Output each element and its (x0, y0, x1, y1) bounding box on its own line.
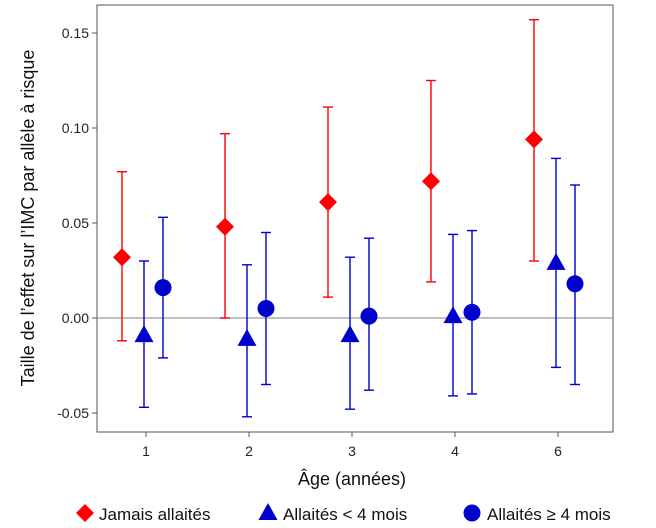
data-point-circle (566, 275, 584, 293)
legend-item: Allaités < 4 mois (258, 503, 407, 524)
plot-area (96, 4, 614, 433)
data-point-circle (257, 300, 275, 317)
legend-marker-diamond (76, 504, 94, 522)
y-axis-label: Taille de l’effet sur l’IMC par allèle à… (18, 50, 38, 387)
data-point-diamond (216, 217, 234, 236)
data-point-circle (463, 303, 481, 321)
legend-label: Jamais allaités (99, 505, 211, 524)
data-point-triangle (134, 325, 154, 343)
legend-marker-triangle (258, 503, 278, 520)
x-tick-label: 1 (142, 443, 150, 459)
series-diamond (113, 19, 543, 342)
data-point-diamond (113, 248, 131, 267)
x-tick-label: 6 (554, 443, 562, 459)
x-tick-label: 3 (348, 443, 356, 459)
x-axis-label: Âge (années) (298, 469, 406, 489)
data-point-diamond (319, 193, 337, 212)
y-tick-label: -0.05 (57, 405, 89, 421)
series-circle (154, 184, 584, 395)
y-tick-label: 0.10 (62, 120, 89, 136)
data-point-diamond (422, 172, 440, 191)
x-tick-label: 4 (451, 443, 459, 459)
legend-label: Allaités ≥ 4 mois (487, 505, 611, 524)
data-point-circle (360, 307, 378, 325)
data-point-circle (154, 279, 172, 297)
legend-item: Jamais allaités (76, 504, 211, 524)
y-tick-label: 0.00 (62, 310, 89, 326)
data-point-triangle (546, 252, 566, 270)
series-triangle (134, 157, 566, 418)
legend-item: Allaités ≥ 4 mois (463, 504, 611, 524)
data-point-triangle (340, 325, 360, 343)
data-point-triangle (237, 328, 257, 346)
x-tick-label: 2 (245, 443, 253, 459)
data-point-triangle (443, 306, 463, 324)
legend-marker-circle (463, 504, 481, 522)
y-tick-label: 0.15 (62, 25, 89, 41)
y-tick-label: 0.05 (62, 215, 89, 231)
legend-label: Allaités < 4 mois (283, 505, 407, 524)
data-point-diamond (525, 130, 543, 149)
